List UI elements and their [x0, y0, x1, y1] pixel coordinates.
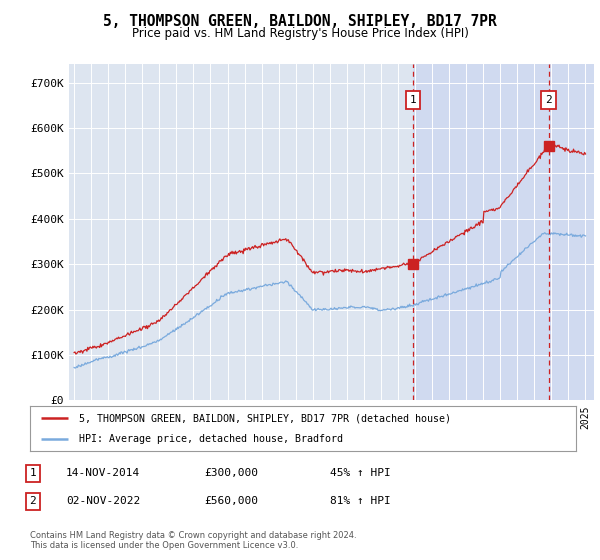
Text: 81% ↑ HPI: 81% ↑ HPI	[330, 496, 391, 506]
Text: 45% ↑ HPI: 45% ↑ HPI	[330, 468, 391, 478]
Text: 5, THOMPSON GREEN, BAILDON, SHIPLEY, BD17 7PR: 5, THOMPSON GREEN, BAILDON, SHIPLEY, BD1…	[103, 14, 497, 29]
Text: Contains HM Land Registry data © Crown copyright and database right 2024.
This d: Contains HM Land Registry data © Crown c…	[30, 530, 356, 550]
Text: 2: 2	[29, 496, 37, 506]
Text: 02-NOV-2022: 02-NOV-2022	[66, 496, 140, 506]
Text: 1: 1	[409, 95, 416, 105]
Text: 2: 2	[545, 95, 552, 105]
Text: 14-NOV-2014: 14-NOV-2014	[66, 468, 140, 478]
Text: £300,000: £300,000	[204, 468, 258, 478]
Text: 1: 1	[29, 468, 37, 478]
Bar	[413, 64, 594, 400]
Text: £560,000: £560,000	[204, 496, 258, 506]
Text: HPI: Average price, detached house, Bradford: HPI: Average price, detached house, Brad…	[79, 433, 343, 444]
Text: Price paid vs. HM Land Registry's House Price Index (HPI): Price paid vs. HM Land Registry's House …	[131, 27, 469, 40]
Text: 5, THOMPSON GREEN, BAILDON, SHIPLEY, BD17 7PR (detached house): 5, THOMPSON GREEN, BAILDON, SHIPLEY, BD1…	[79, 413, 451, 423]
